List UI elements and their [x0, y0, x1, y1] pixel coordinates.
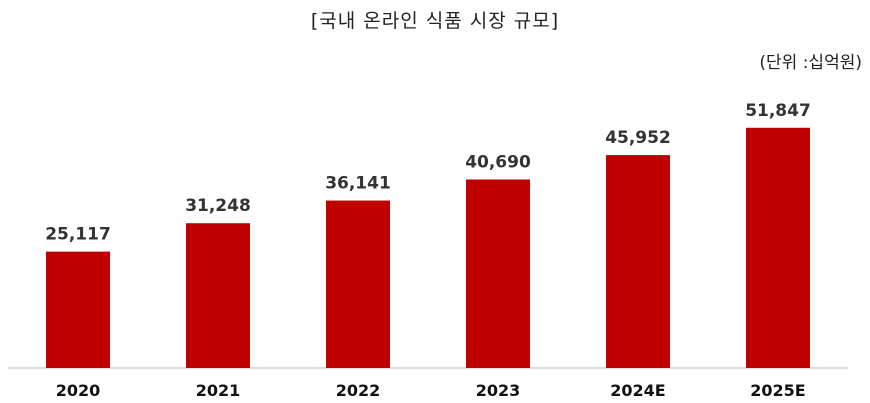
bar-2025E — [746, 127, 810, 368]
bars-group — [46, 127, 810, 368]
bar-2023 — [466, 179, 530, 368]
bar-2024E — [606, 155, 670, 368]
value-label-2025E: 51,847 — [745, 101, 811, 121]
tick-label-2025E: 2025E — [750, 381, 805, 400]
value-labels-group: 25,117 31,248 36,141 40,690 45,952 51,847 — [45, 101, 811, 245]
tick-labels-group: 2020 2021 2022 2023 2024E 2025E — [56, 381, 806, 400]
chart-title: [국내 온라인 식품 시장 규모] — [310, 10, 560, 32]
tick-label-2020: 2020 — [56, 381, 101, 400]
bar-2021 — [186, 223, 250, 368]
value-label-2021: 31,248 — [185, 196, 251, 216]
tick-label-2022: 2022 — [336, 381, 381, 400]
tick-label-2021: 2021 — [196, 381, 241, 400]
value-label-2024E: 45,952 — [605, 128, 671, 148]
tick-label-2024E: 2024E — [610, 381, 665, 400]
bar-2022 — [326, 200, 390, 368]
value-label-2023: 40,690 — [465, 152, 531, 172]
bar-2020 — [46, 251, 110, 368]
value-label-2020: 25,117 — [45, 225, 111, 245]
tick-label-2023: 2023 — [476, 381, 521, 400]
value-label-2022: 36,141 — [325, 174, 391, 194]
unit-label: (단위 :십억원) — [759, 53, 862, 73]
